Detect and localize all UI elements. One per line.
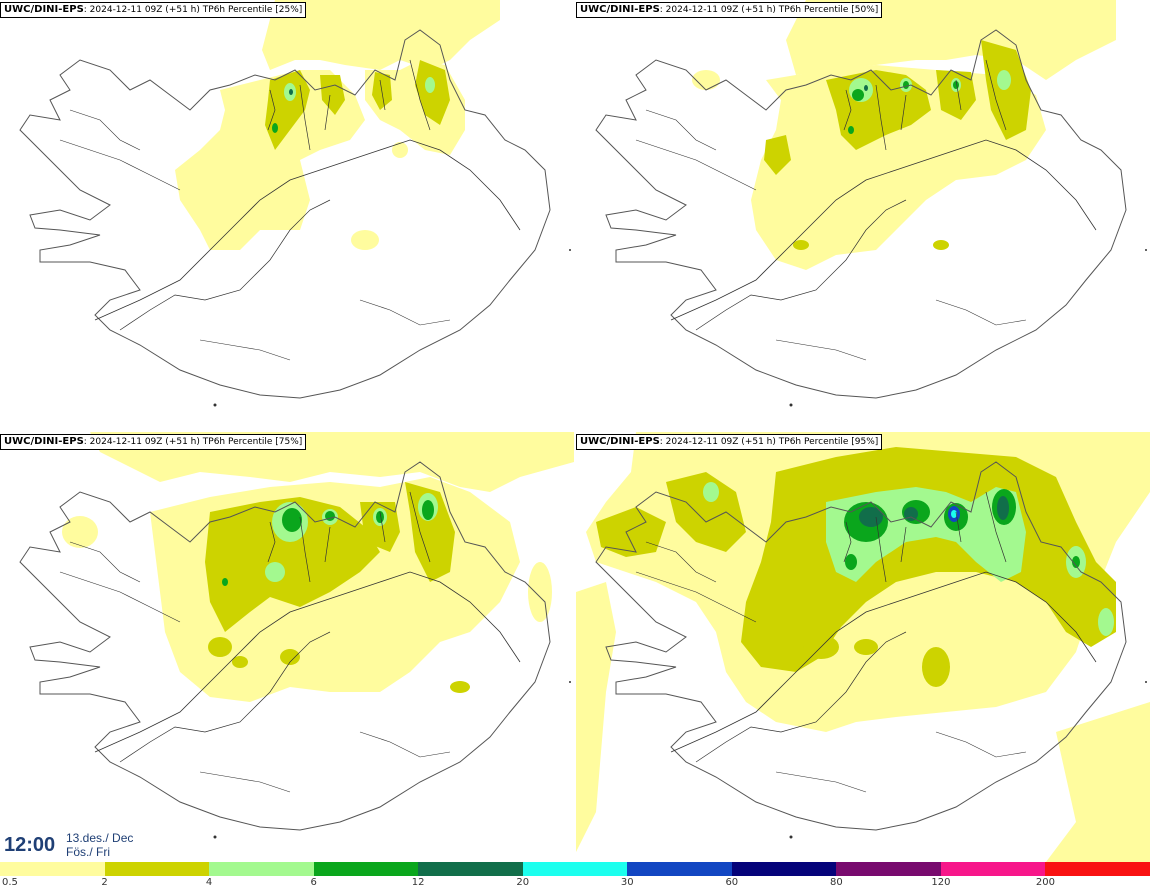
run-info: : 2024-12-11 09Z (+51 h) (659, 437, 776, 447)
legend-swatch (104, 862, 210, 876)
product-title: TP6h Percentile [50%] (778, 5, 879, 15)
precip-map-50 (595, 0, 1148, 407)
valid-date: 13.des./ Dec Fös./ Fri (66, 831, 133, 859)
map-panel-25: UWC/DINI-EPS: 2024-12-11 09Z (+51 h) TP6… (0, 0, 574, 430)
product-title: TP6h Percentile [25%] (202, 5, 303, 15)
product-title: TP6h Percentile [95%] (778, 437, 879, 447)
legend-swatch (627, 862, 732, 876)
legend-swatch (1045, 862, 1150, 876)
panel-separator-horizontal (0, 430, 1150, 432)
legend-swatch (731, 862, 837, 876)
legend-tick-label: 2 (101, 877, 108, 888)
legend-tick-label: 20 (516, 877, 530, 888)
legend-swatch (313, 862, 419, 876)
panel-title-50: UWC/DINI-EPS: 2024-12-11 09Z (+51 h) TP6… (576, 2, 883, 18)
map-panel-75: UWC/DINI-EPS: 2024-12-11 09Z (+51 h) TP6… (0, 432, 574, 862)
model-name: UWC/DINI-EPS (4, 4, 84, 15)
legend-color-bar (0, 862, 1150, 876)
legend-tick-label: 120 (931, 877, 951, 888)
precip-map-95 (576, 432, 1150, 862)
legend-swatch (940, 862, 1046, 876)
valid-time: 12:00 (4, 834, 56, 856)
legend-tick-label: 60 (725, 877, 739, 888)
legend-tick-label: 6 (310, 877, 317, 888)
panel-title-25: UWC/DINI-EPS: 2024-12-11 09Z (+51 h) TP6… (0, 2, 307, 18)
valid-day-line: Fös./ Fri (66, 845, 110, 859)
valid-date-line: 13.des./ Dec (66, 831, 134, 845)
map-panel-95: UWC/DINI-EPS: 2024-12-11 09Z (+51 h) TP6… (576, 432, 1150, 862)
legend-swatch (522, 862, 628, 876)
legend-tick-label: 30 (620, 877, 634, 888)
panel-title-95: UWC/DINI-EPS: 2024-12-11 09Z (+51 h) TP6… (576, 434, 883, 450)
product-title: TP6h Percentile [75%] (202, 437, 303, 447)
run-info: : 2024-12-11 09Z (+51 h) (83, 437, 200, 447)
legend-tick-label: 12 (411, 877, 425, 888)
model-name: UWC/DINI-EPS (580, 436, 660, 447)
legend-swatch (0, 862, 105, 876)
precip-map-25 (19, 0, 572, 407)
legend-tick-label: 0.5 (2, 877, 18, 888)
panel-title-75: UWC/DINI-EPS: 2024-12-11 09Z (+51 h) TP6… (0, 434, 307, 450)
model-name: UWC/DINI-EPS (4, 436, 84, 447)
run-info: : 2024-12-11 09Z (+51 h) (83, 5, 200, 15)
legend-tick-label: 200 (1035, 877, 1055, 888)
map-panel-50: UWC/DINI-EPS: 2024-12-11 09Z (+51 h) TP6… (576, 0, 1150, 430)
model-name: UWC/DINI-EPS (580, 4, 660, 15)
legend-swatch (418, 862, 523, 876)
precip-map-75 (19, 432, 574, 839)
color-legend: 0.5 2 4 6 12 20 30 60 80 120 200 (0, 862, 1150, 891)
valid-time-box: 12:00 13.des./ Dec Fös./ Fri (0, 826, 140, 862)
legend-swatch (209, 862, 314, 876)
legend-tick-label: 4 (205, 877, 213, 888)
legend-tick-label: 80 (829, 877, 843, 888)
run-info: : 2024-12-11 09Z (+51 h) (659, 5, 776, 15)
legend-swatch (836, 862, 941, 876)
